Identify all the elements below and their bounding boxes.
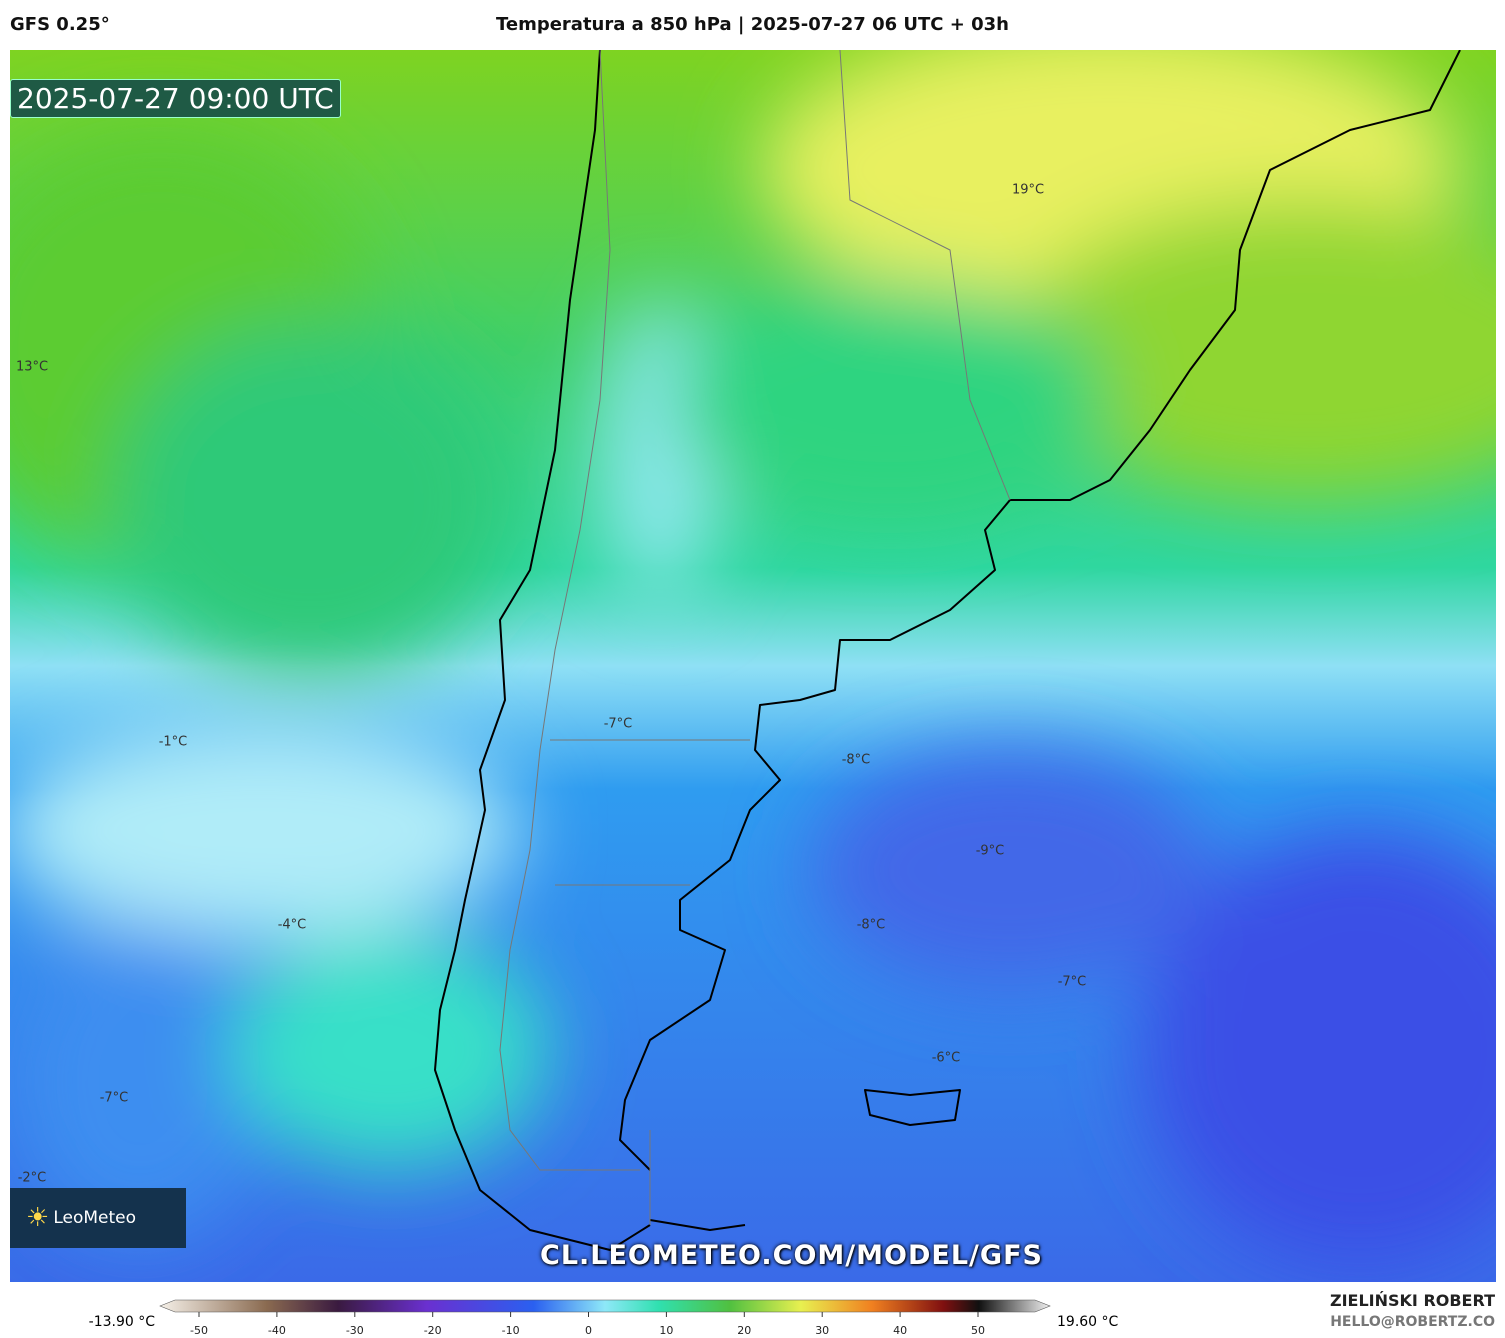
- temperature-blobs: [10, 50, 1496, 1270]
- map: 19°C 13°C -1°C -7°C -8°C -9°C -8°C -4°C -7°C -6°C…: [10, 50, 1496, 1282]
- colorbar-tick-label: -20: [424, 1324, 442, 1337]
- email: HELLO@ROBERTZ.CO: [1330, 1314, 1495, 1330]
- valid-time: 2025-07-27 09:00 UTC: [10, 79, 341, 118]
- temperature-label: 13°C: [16, 360, 48, 375]
- colorbar-tick-label: 30: [815, 1324, 829, 1337]
- temperature-label: -8°C: [857, 918, 886, 933]
- temperature-label: -7°C: [100, 1091, 129, 1106]
- temperature-label: -7°C: [604, 717, 633, 732]
- colorbar-tick-label: 40: [893, 1324, 907, 1337]
- colorbar-tick-label: -50: [190, 1324, 208, 1337]
- author: ZIELIŃSKI ROBERT: [1329, 1291, 1495, 1310]
- colorbar-tick-label: -10: [502, 1324, 520, 1337]
- colorbar-tick-label: 20: [737, 1324, 751, 1337]
- colorbar-scale: [159, 1299, 1051, 1313]
- temperature-label: -8°C: [842, 753, 871, 768]
- temperature-label: -7°C: [1058, 975, 1087, 990]
- logo: ☀ LeoMeteo: [10, 1188, 186, 1248]
- colorbar-tick-label: -30: [346, 1324, 364, 1337]
- source-url: CL.LEOMETEO.COM/MODEL/GFS: [540, 1240, 1043, 1271]
- colorbar-tick-label: -40: [268, 1324, 286, 1337]
- colorbar-tick-label: 50: [971, 1324, 985, 1337]
- colorbar-min: -13.90 °C: [89, 1314, 156, 1330]
- colorbar-tick-label: 10: [659, 1324, 673, 1337]
- temperature-label: -6°C: [932, 1051, 961, 1066]
- borders: [499, 50, 1011, 1225]
- coastline: [434, 50, 1461, 1251]
- model-name: GFS 0.25°: [10, 14, 110, 35]
- temperature-label: -4°C: [278, 918, 307, 933]
- logo-text: LeoMeteo: [53, 1208, 136, 1228]
- colorbar-max: 19.60 °C: [1057, 1314, 1119, 1330]
- temperature-label: -1°C: [159, 735, 188, 750]
- temperature-label: 19°C: [1012, 183, 1044, 198]
- temperature-label: -2°C: [18, 1171, 47, 1186]
- map-title: Temperatura a 850 hPa | 2025-07-27 06 UT…: [495, 14, 1009, 35]
- colorbar-ticks: -50 -40 -30 -20 -10 0 10 20 30 40 50: [190, 1312, 985, 1337]
- map-labels: 19°C 13°C -1°C -7°C -8°C -9°C -8°C -4°C -7°C -6°C…: [16, 183, 1086, 1186]
- temperature-label: -9°C: [976, 844, 1005, 859]
- colorbar-tick-label: 0: [585, 1324, 592, 1337]
- colorbar: -13.90 °C 19.60 °C -50 -40 -30 -20 -10 0 10 20 3…: [89, 1299, 1119, 1337]
